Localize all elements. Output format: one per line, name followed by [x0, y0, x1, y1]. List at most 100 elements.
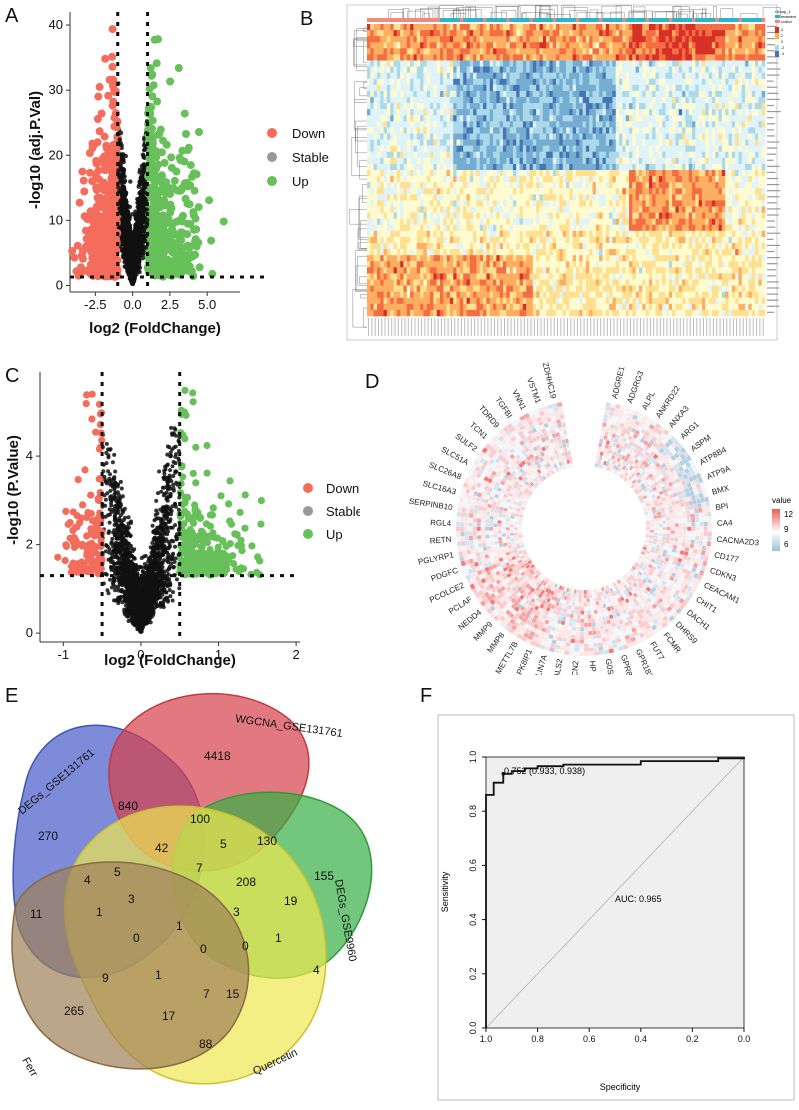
- heatmap-cell: [569, 30, 573, 37]
- heatmap-cell: [721, 90, 726, 98]
- heatmap-cell: [430, 60, 434, 67]
- heatmap-cell: [585, 84, 590, 92]
- heatmap-cell: [449, 127, 454, 134]
- heatmap-cell: [672, 36, 676, 43]
- heatmap-cell: [430, 109, 434, 116]
- heatmap-cell: [476, 103, 481, 110]
- heatmap-cell: [625, 48, 630, 55]
- volcano-point: [98, 155, 107, 163]
- heatmap-cell: [658, 42, 663, 49]
- heatmap-cell: [645, 24, 650, 31]
- heatmap-cell: [443, 30, 447, 37]
- heatmap-cell: [758, 66, 762, 73]
- volcano-point: [141, 225, 146, 230]
- heatmap-cell: [386, 97, 391, 104]
- panel-b-left-dendrogram: [349, 27, 367, 328]
- heatmap-cell: [449, 133, 454, 140]
- volcano-point: [183, 199, 192, 208]
- heatmap-cell: [420, 84, 424, 92]
- volcano-point: [127, 217, 132, 222]
- heatmap-cell: [549, 30, 554, 37]
- heatmap-cell: [701, 24, 706, 31]
- heatmap-cell: [479, 72, 484, 80]
- heatmap-cell: [420, 36, 424, 43]
- heatmap-cell: [502, 48, 507, 55]
- volcano-point: [160, 234, 169, 243]
- heatmap-cell: [589, 60, 593, 67]
- heatmap-cell: [569, 103, 573, 110]
- heatmap-cell: [499, 97, 504, 104]
- heatmap-cell: [433, 42, 437, 49]
- heatmap-cell: [390, 42, 394, 49]
- heatmap-cell: [473, 24, 477, 31]
- heatmap-cell: [708, 78, 713, 86]
- heatmap-cell: [473, 121, 477, 128]
- heatmap-cell: [645, 133, 650, 140]
- heatmap-cell: [629, 72, 633, 80]
- heatmap-cell: [416, 121, 421, 128]
- heatmap-cell: [423, 90, 427, 98]
- heatmap-cell: [519, 78, 524, 86]
- heatmap-cell: [380, 133, 384, 140]
- heatmap-cell: [559, 109, 563, 116]
- heatmap-cell: [400, 84, 404, 92]
- heatmap-cell: [376, 127, 381, 134]
- heatmap-cell: [386, 36, 391, 43]
- heatmap-cell: [665, 66, 670, 73]
- heatmap-cell: [556, 42, 560, 49]
- heatmap-cell: [745, 72, 749, 80]
- heatmap-cell: [430, 42, 434, 49]
- heatmap-cell: [367, 60, 371, 67]
- heatmap-cell: [393, 115, 398, 122]
- heatmap-cell: [682, 54, 686, 61]
- heatmap-cell: [731, 97, 736, 104]
- heatmap-cell: [662, 103, 666, 110]
- heatmap-cell: [506, 66, 510, 73]
- heatmap-cell: [705, 60, 709, 67]
- heatmap-cell: [595, 78, 600, 86]
- heatmap-cell: [463, 133, 467, 140]
- heatmap-cell: [499, 78, 504, 86]
- heatmap-cell: [469, 84, 474, 92]
- heatmap-cell: [642, 97, 646, 104]
- heatmap-cell: [708, 84, 713, 92]
- heatmap-cell: [499, 60, 504, 67]
- heatmap-cell: [436, 133, 441, 140]
- heatmap-cell: [625, 66, 630, 73]
- heatmap-cell: [662, 121, 666, 128]
- heatmap-cell: [476, 84, 481, 92]
- heatmap-cell: [443, 121, 447, 128]
- heatmap-cell: [705, 36, 709, 43]
- heatmap-cell: [566, 60, 570, 67]
- heatmap-cell: [741, 66, 746, 73]
- heatmap-cell: [748, 90, 753, 98]
- heatmap-cell: [695, 60, 699, 67]
- heatmap-cell: [625, 84, 630, 92]
- heatmap-cell: [645, 48, 650, 55]
- heatmap-cell: [589, 72, 593, 80]
- heatmap-cell: [755, 97, 759, 104]
- heatmap-cell: [463, 115, 467, 122]
- heatmap-cell: [698, 115, 703, 122]
- heatmap-cell: [463, 54, 467, 61]
- heatmap-cell: [383, 60, 388, 67]
- heatmap-cell: [430, 30, 434, 37]
- heatmap-cell: [459, 54, 464, 61]
- heatmap-cell: [748, 72, 753, 80]
- heatmap-cell: [509, 78, 514, 86]
- heatmap-cell: [695, 54, 699, 61]
- heatmap-cell: [532, 24, 537, 31]
- heatmap-cell: [751, 24, 756, 31]
- heatmap-cell: [536, 30, 540, 37]
- heatmap-cell: [642, 133, 646, 140]
- heatmap-cell: [562, 115, 567, 122]
- heatmap-cell: [692, 121, 696, 128]
- heatmap-cell: [632, 103, 636, 110]
- heatmap-cell: [386, 78, 391, 86]
- heatmap-cell: [393, 54, 398, 61]
- heatmap-cell: [420, 42, 424, 49]
- heatmap-cell: [556, 72, 560, 80]
- heatmap-cell: [463, 42, 467, 49]
- heatmap-cell: [715, 30, 719, 37]
- heatmap-cell: [711, 36, 716, 43]
